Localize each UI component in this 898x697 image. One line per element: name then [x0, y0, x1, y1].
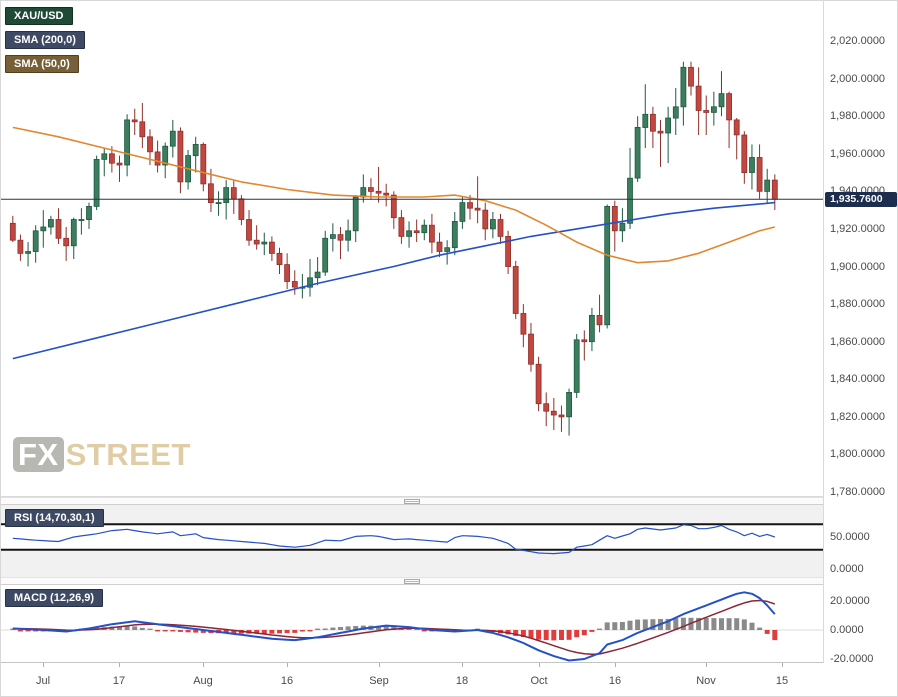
- y-axis-label: 1,820.0000: [830, 411, 886, 423]
- macd-label[interactable]: MACD (12,26,9): [5, 589, 104, 607]
- last-price-badge: 1,935.7600: [825, 192, 897, 207]
- fxstreet-watermark: FX STREET: [13, 437, 191, 473]
- price-axis[interactable]: 1,935.7600 2,020.0000 2,000.0000 1,980.000…: [823, 1, 897, 665]
- pane-splitter-bottom[interactable]: [1, 577, 823, 585]
- y-axis-label: 1,980.0000: [830, 110, 886, 122]
- rsi-line: [12, 524, 775, 555]
- x-axis-label: Oct: [530, 675, 548, 687]
- y-axis-label: 2,000.0000: [830, 73, 886, 85]
- symbol-label[interactable]: XAU/USD: [5, 7, 73, 25]
- y-axis-label: 1,900.0000: [830, 261, 886, 273]
- x-axis-label: 16: [280, 675, 294, 687]
- candles: [9, 61, 778, 436]
- x-axis-label: Jul: [35, 675, 51, 687]
- y-axis-label: 1,880.0000: [830, 298, 886, 310]
- legend: XAU/USD SMA (200,0) SMA (50,0): [5, 7, 85, 73]
- sma50-line: [12, 126, 775, 264]
- x-axis-tick: [43, 663, 44, 667]
- y-axis-label: 50.0000: [830, 531, 870, 543]
- x-axis-tick: [782, 663, 783, 667]
- fxstreet-fx-logo: FX: [13, 437, 64, 472]
- y-axis-label: 2,020.0000: [830, 35, 886, 47]
- x-axis-label: Nov: [696, 675, 716, 687]
- rsi-pane[interactable]: RSI (14,70,30,1): [1, 505, 823, 577]
- x-axis-tick: [706, 663, 707, 667]
- macd-canvas[interactable]: [1, 585, 823, 663]
- x-axis-label: 16: [608, 675, 622, 687]
- macd-signal-line: [12, 599, 776, 655]
- x-axis-tick: [119, 663, 120, 667]
- y-axis-label: 20.0000: [830, 595, 870, 607]
- y-axis-label: 1,840.0000: [830, 373, 886, 385]
- time-axis[interactable]: Jul 17 Aug 16 Sep 18 Oct 16 Nov 15: [1, 663, 897, 696]
- x-axis-label: 18: [455, 675, 469, 687]
- sma200-line: [12, 201, 775, 360]
- x-axis-tick: [615, 663, 616, 667]
- x-axis-tick: [203, 663, 204, 667]
- macd-line: [12, 591, 776, 662]
- splitter-grip-icon: [404, 579, 420, 584]
- macd-pane[interactable]: MACD (12,26,9): [1, 585, 823, 663]
- y-axis-label: -20.0000: [830, 653, 874, 665]
- y-axis-label: 1,780.0000: [830, 486, 886, 498]
- x-axis-tick: [287, 663, 288, 667]
- x-axis-tick: [379, 663, 380, 667]
- y-axis-label: 1,800.0000: [830, 448, 886, 460]
- y-axis-label: 1,860.0000: [830, 336, 886, 348]
- fxstreet-street-text: STREET: [65, 437, 191, 472]
- y-axis-label: 1,920.0000: [830, 223, 886, 235]
- x-axis-label: 15: [775, 675, 789, 687]
- x-axis-label: 17: [112, 675, 126, 687]
- y-axis-label: 1,960.0000: [830, 148, 886, 160]
- x-axis-label: Sep: [369, 675, 389, 687]
- x-axis-tick: [462, 663, 463, 667]
- rsi-label[interactable]: RSI (14,70,30,1): [5, 509, 104, 527]
- splitter-grip-icon: [404, 499, 420, 504]
- x-axis-label: Aug: [193, 675, 213, 687]
- sma50-legend[interactable]: SMA (50,0): [5, 55, 79, 73]
- y-axis-label: 0.0000: [830, 563, 864, 575]
- sma200-legend[interactable]: SMA (200,0): [5, 31, 85, 49]
- rsi-canvas[interactable]: [1, 505, 823, 577]
- x-axis-tick: [539, 663, 540, 667]
- pane-splitter-top[interactable]: [1, 497, 823, 505]
- price-canvas[interactable]: [1, 1, 823, 497]
- y-axis-label: 0.0000: [830, 624, 864, 636]
- price-pane[interactable]: XAU/USD SMA (200,0) SMA (50,0) FX STREET: [1, 1, 823, 497]
